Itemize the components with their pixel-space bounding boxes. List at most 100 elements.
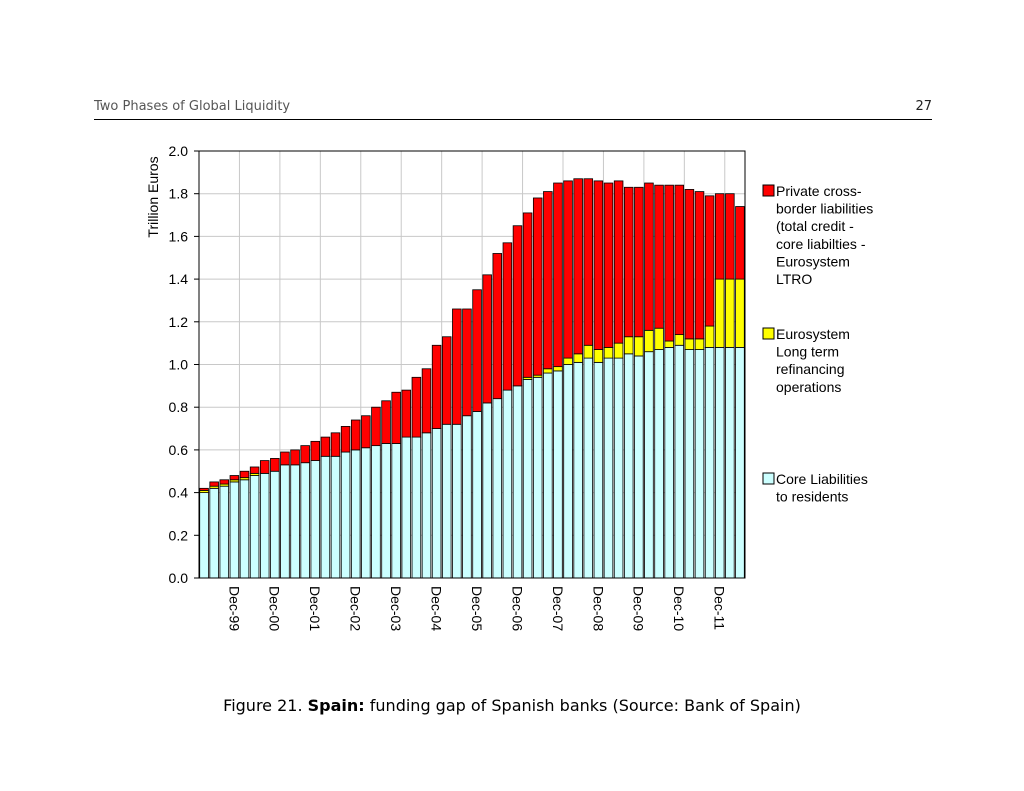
bar-segment-s2 (350, 419, 361, 451)
bar-segment-s2 (371, 406, 381, 447)
y-tick-label: 1.4 (169, 271, 189, 287)
legend-label: operations (776, 379, 841, 395)
bar-segment-s2 (522, 212, 533, 378)
x-tick-label: Dec-09 (631, 586, 647, 631)
legend-label: Eurosystem (776, 253, 850, 269)
bar-segment-s0 (674, 344, 685, 579)
bar-segment-s0 (482, 402, 492, 579)
bar-segment-s2 (532, 197, 543, 376)
bar-segment-s0 (391, 443, 401, 579)
bar-segment-s2 (259, 460, 270, 474)
bar-segment-s2 (553, 182, 563, 368)
figure-caption: Figure 21. Spain: funding gap of Spanish… (0, 696, 1024, 715)
bar-segment-s1 (583, 344, 594, 359)
bar-segment-s0 (249, 475, 260, 579)
bar-segment-s0 (735, 347, 745, 579)
bar-segment-s0 (401, 436, 412, 579)
bar-segment-s2 (229, 475, 240, 481)
x-tick-label: Dec-11 (712, 586, 728, 630)
bar-segment-s2 (623, 186, 634, 338)
bar-segment-s1 (634, 336, 644, 357)
y-tick-label: 0.6 (169, 442, 189, 458)
bar-segment-s0 (411, 436, 422, 579)
bar-segment-s1 (623, 336, 634, 355)
bar-segment-s0 (259, 472, 270, 579)
bar-segment-s2 (421, 368, 432, 434)
y-tick-label: 1.2 (169, 314, 189, 330)
bar-segment-s2 (452, 308, 462, 425)
bar-segment-s2 (573, 178, 583, 355)
bar-segment-s1 (684, 338, 695, 350)
y-tick-label: 0.4 (169, 485, 189, 501)
bar-segment-s2 (431, 344, 442, 429)
bar-segment-s0 (431, 428, 442, 579)
x-tick-label: Dec-99 (226, 586, 242, 631)
bar-segment-s2 (613, 180, 624, 344)
x-tick-label: Dec-08 (590, 586, 606, 631)
bar-segment-s1 (735, 278, 745, 348)
plot-frame (198, 150, 746, 579)
bar-segment-s0 (704, 347, 715, 579)
y-tick-label: 0.8 (169, 399, 189, 415)
bar-segment-s1 (543, 368, 553, 374)
bar-segment-s2 (381, 400, 391, 444)
bar-segment-s2 (694, 191, 705, 340)
bar-segment-s2 (684, 189, 695, 340)
bar-segment-s2 (472, 289, 482, 412)
bar-segment-s2 (543, 191, 553, 370)
bar-segment-s0 (350, 449, 361, 579)
bar-segment-s0 (361, 447, 371, 579)
legend-swatch (762, 327, 775, 340)
bar-segment-s0 (472, 411, 482, 579)
x-tick-label: Dec-00 (267, 586, 283, 631)
bar-segment-s2 (330, 432, 341, 457)
bar-segment-s1 (573, 353, 583, 363)
bar-segment-s2 (280, 451, 290, 466)
legend-label: Long term (776, 344, 839, 360)
bar-segment-s0 (310, 460, 321, 579)
y-tick-label: 1.8 (169, 186, 189, 202)
bar-segment-s1 (563, 357, 573, 365)
bar-segment-s0 (229, 481, 240, 579)
bar-segment-s0 (654, 349, 664, 579)
bar-segment-s2 (239, 470, 250, 479)
x-tick-label: Dec-05 (469, 586, 485, 631)
bar-segment-s2 (401, 389, 412, 438)
bar-segment-s2 (310, 440, 321, 461)
bar-segment-s0 (684, 349, 695, 579)
x-tick-label: Dec-06 (509, 586, 525, 631)
bar-segment-s2 (674, 184, 685, 336)
bar-segment-s0 (371, 445, 381, 579)
legend-label: core liabilties - (776, 236, 866, 252)
legend-swatch (762, 184, 775, 197)
bar-segment-s0 (694, 349, 705, 579)
legend-label: Core Liabilities (776, 471, 868, 487)
bar-segment-s2 (644, 182, 654, 331)
y-tick-label: 0.2 (169, 527, 189, 543)
caption-subject: Spain: (307, 696, 365, 715)
bar-segment-s1 (704, 325, 715, 348)
bar-segment-s2 (249, 466, 260, 474)
bar-segment-s2 (654, 184, 664, 329)
bar-segment-s2 (664, 184, 674, 342)
bar-segment-s2 (219, 479, 230, 485)
bar-segment-s0 (603, 357, 614, 579)
running-head: Two Phases of Global Liquidity 27 (94, 97, 932, 120)
bar-segment-s0 (563, 364, 573, 579)
legend-label: Private cross- (776, 183, 862, 199)
caption-label: Figure 21. (223, 696, 303, 715)
legend-label: Eurosystem (776, 326, 850, 342)
legend-label: refinancing (776, 361, 845, 377)
bar-segment-s2 (320, 436, 331, 457)
bar-segment-s1 (644, 329, 654, 353)
bar-segment-s0 (280, 464, 290, 579)
x-tick-label: Dec-07 (550, 586, 566, 631)
x-tick-label: Dec-04 (429, 586, 445, 631)
bar-segment-s1 (714, 278, 725, 348)
bar-segment-s2 (441, 336, 452, 425)
bar-segment-s0 (381, 443, 391, 579)
bar-segment-s2 (209, 481, 219, 487)
bar-segment-s0 (290, 464, 300, 579)
y-tick-label: 0.0 (169, 570, 189, 586)
bar-segment-s0 (714, 347, 725, 579)
